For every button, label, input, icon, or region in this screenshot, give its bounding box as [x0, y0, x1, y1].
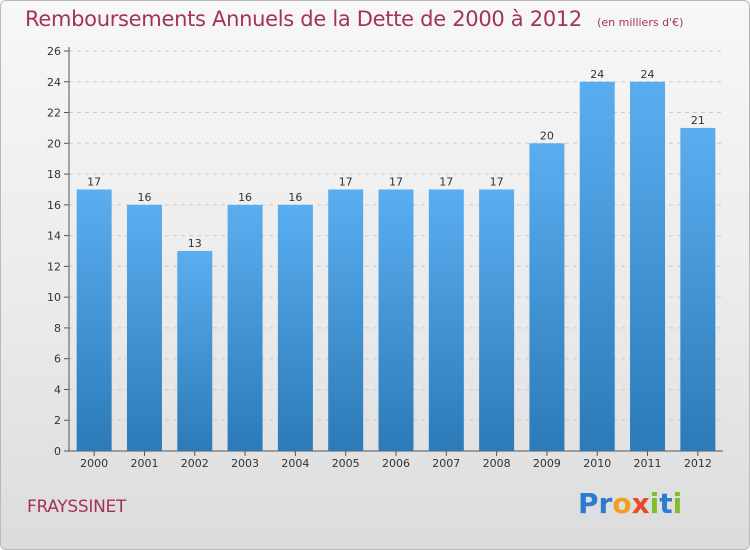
x-tick-label: 2002	[181, 457, 209, 470]
y-tick-label: 16	[47, 199, 61, 212]
x-tick-label: 2006	[382, 457, 410, 470]
bar-value-label: 24	[590, 68, 604, 81]
bar-2006	[378, 189, 414, 451]
chart-subtitle: (en milliers d'€)	[597, 16, 684, 29]
y-tick-label: 22	[47, 107, 61, 120]
y-tick-label: 2	[54, 414, 61, 427]
bar-2001	[126, 204, 162, 451]
x-tick-label: 2011	[634, 457, 662, 470]
bars	[76, 81, 716, 452]
bar-value-label: 17	[389, 175, 403, 188]
y-tick-label: 4	[54, 383, 61, 396]
bar-value-label: 16	[288, 191, 302, 204]
y-tick-label: 6	[54, 353, 61, 366]
bar-value-label: 24	[641, 68, 655, 81]
bar-2003	[227, 204, 263, 451]
y-tick-label: 18	[47, 168, 61, 181]
bar-2004	[277, 204, 313, 451]
bar-value-label: 16	[137, 191, 151, 204]
x-tick-label: 2008	[483, 457, 511, 470]
x-tick-label: 2003	[231, 457, 259, 470]
bar-2007	[428, 189, 464, 451]
bar-2008	[479, 189, 515, 451]
bar-2011	[630, 81, 666, 452]
bar-value-label: 16	[238, 191, 252, 204]
chart-title: Remboursements Annuels de la Dette de 20…	[25, 7, 582, 31]
y-tick-label: 14	[47, 230, 61, 243]
y-tick-label: 24	[47, 76, 61, 89]
proxiti-logo: Proxiti	[578, 487, 683, 520]
x-tick-label: 2012	[684, 457, 712, 470]
x-tick-label: 2000	[80, 457, 108, 470]
commune-name: FRAYSSINET	[27, 497, 127, 517]
y-tick-label: 8	[54, 322, 61, 335]
x-tick-label: 2010	[583, 457, 611, 470]
title-row: Remboursements Annuels de la Dette de 20…	[25, 7, 683, 31]
y-tick-label: 10	[47, 291, 61, 304]
labels: 17 16 13 16 16 17 17 17 17 20 24 24 21	[87, 68, 705, 250]
bar-value-label: 17	[490, 175, 504, 188]
y-tick-label: 0	[54, 445, 61, 458]
bar-value-label: 20	[540, 129, 554, 142]
bar-value-label: 13	[188, 237, 202, 250]
bar-value-label: 17	[87, 175, 101, 188]
bar-2012	[680, 127, 716, 451]
bar-2002	[177, 251, 213, 451]
x-tick-label: 2007	[432, 457, 460, 470]
bar-value-label: 21	[691, 114, 705, 127]
bar-2005	[328, 189, 364, 451]
bar-value-label: 17	[339, 175, 353, 188]
bar-2010	[579, 81, 615, 452]
x-tick-label: 2001	[130, 457, 158, 470]
y-tick-label: 26	[47, 45, 61, 58]
bar-2000	[76, 189, 112, 451]
bar-value-label: 17	[439, 175, 453, 188]
y-tick-label: 20	[47, 137, 61, 150]
x-tick-label: 2005	[332, 457, 360, 470]
y-tick-label: 12	[47, 260, 61, 273]
bar-2009	[529, 143, 565, 452]
x-tick-label: 2009	[533, 457, 561, 470]
x-tick-label: 2004	[281, 457, 309, 470]
